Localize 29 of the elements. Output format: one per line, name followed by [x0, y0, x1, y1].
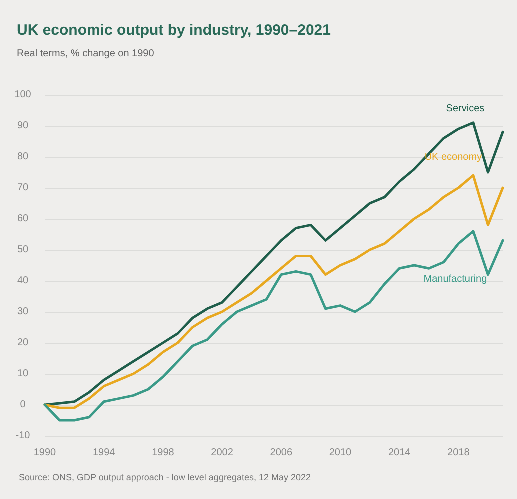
y-tick-label: 20	[17, 338, 29, 348]
y-tick-label: 100	[14, 90, 32, 100]
y-tick-label: 90	[17, 120, 29, 132]
y-tick-label: 30	[17, 306, 29, 318]
x-tick-label: 2018	[448, 448, 470, 458]
y-tick-label: 10	[17, 368, 29, 380]
chart-subtitle: Real terms, % change on 1990	[17, 48, 155, 60]
y-tick-label: -10	[16, 430, 31, 442]
x-tick-label: 1998	[152, 448, 175, 458]
chart-title: UK economic output by industry, 1990–2021	[17, 22, 331, 39]
series-label: Services	[446, 103, 485, 114]
y-tick-label: 40	[17, 276, 29, 286]
source-note: Source: ONS, GDP output approach - low level aggregates, 12 May 2022	[19, 472, 311, 482]
series-label: UK economy	[424, 152, 482, 164]
y-tick-label: 50	[17, 244, 29, 256]
x-tick-label: 1990	[34, 448, 57, 458]
y-tick-label: 70	[17, 182, 29, 194]
series-label: Manufacturing	[424, 274, 488, 285]
y-tick-label: 60	[17, 214, 29, 224]
line-series	[44, 230, 504, 422]
x-tick-label: 2014	[388, 448, 412, 458]
x-tick-label: 2010	[329, 448, 352, 458]
y-tick-label: 80	[17, 152, 29, 162]
x-tick-label: 2006	[270, 448, 293, 458]
x-tick-label: 1994	[92, 448, 116, 458]
line-series	[44, 174, 504, 410]
x-tick-label: 2002	[211, 448, 234, 458]
y-tick-label: 0	[20, 400, 26, 410]
line-series	[44, 122, 504, 406]
